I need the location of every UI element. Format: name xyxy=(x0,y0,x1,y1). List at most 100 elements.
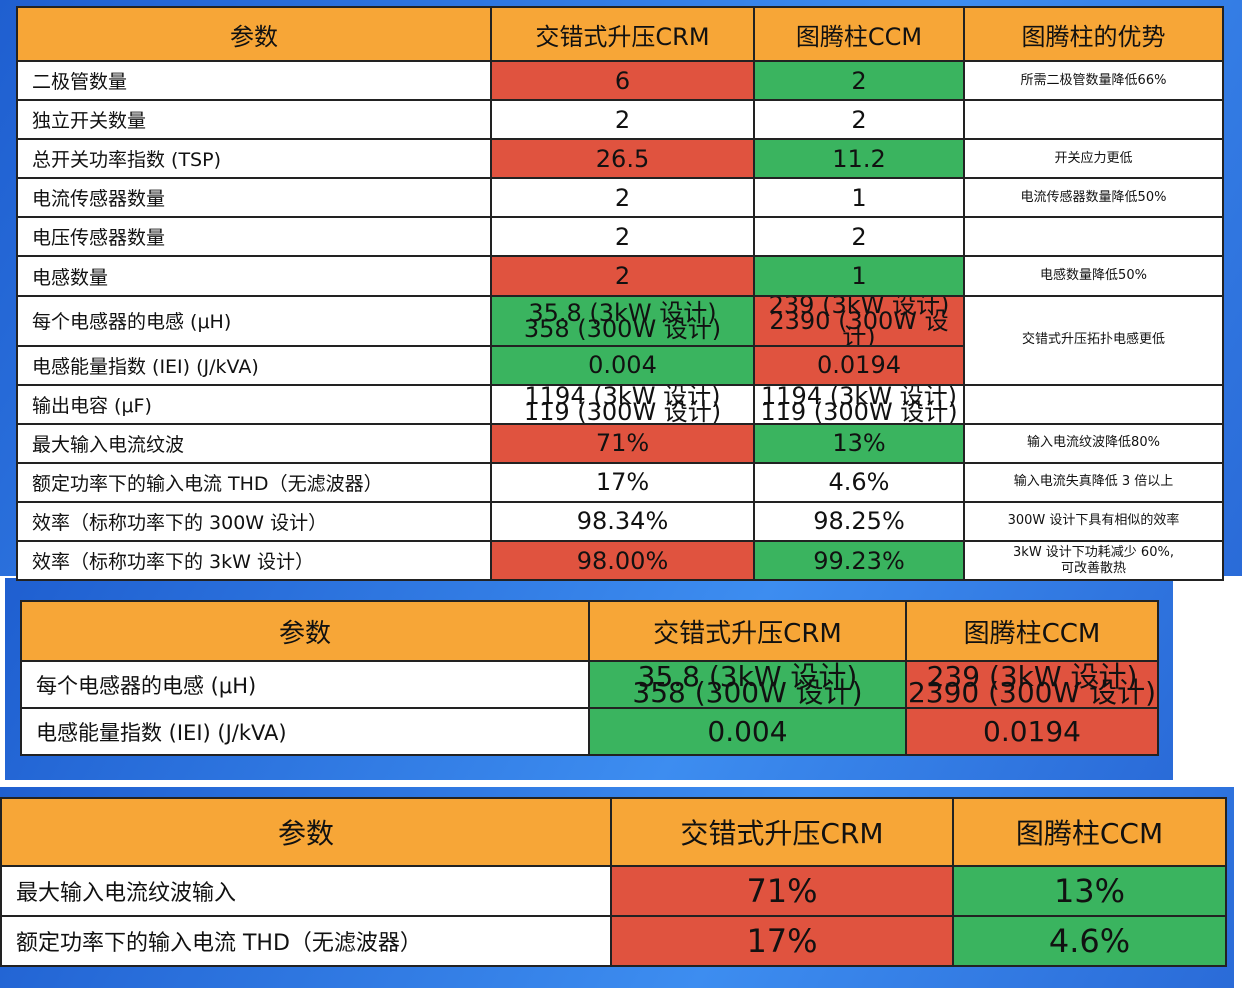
value-cell: 4.6% xyxy=(952,915,1227,967)
header-row: 参数 交错式升压CRM 图腾柱CCM xyxy=(0,797,1227,867)
text-line: 2390 (300W 设计) xyxy=(769,306,949,346)
header-row: 参数 交错式升压CRM 图腾柱CCM 图腾柱的优势 xyxy=(16,6,1224,62)
row: 电感数量 2 1 电感数量降低50% xyxy=(16,255,1224,297)
param-cell: 最大输入电流纹波输入 xyxy=(0,865,612,917)
value-cell: 2 xyxy=(753,216,965,258)
row: 电感能量指数 (IEI) (J/kVA) 0.004 0.0194 xyxy=(20,707,1159,756)
value-cell: 26.5 xyxy=(490,138,755,180)
value-cell: 6 xyxy=(490,59,755,102)
value-cell: 71% xyxy=(490,422,755,464)
text-line: 1194 (3kW 设计) xyxy=(761,384,957,411)
text-line: 2390 (300W 设计) xyxy=(907,675,1157,708)
header-cell: 图腾柱CCM xyxy=(905,600,1159,662)
value-cell: 13% xyxy=(753,422,965,464)
param-cell: 每个电感器的电感 (μH) xyxy=(20,660,590,709)
row: 总开关功率指数 (TSP) 26.5 11.2 开关应力更低 xyxy=(16,138,1224,180)
value-cell: 71% xyxy=(610,865,954,917)
text-line: 358 (300W 设计) xyxy=(523,314,722,343)
value-cell: 98.25% xyxy=(753,500,965,543)
text-line: 可改善散热 xyxy=(1060,560,1126,576)
advantage-cell: 电感数量降低50% xyxy=(963,255,1224,297)
advantage-cell: 输入电流失真降低 3 倍以上 xyxy=(963,461,1224,503)
table: 参数 交错式升压CRM 图腾柱CCM 最大输入电流纹波输入 71% 13% 额定功率下的输入… xyxy=(0,797,1227,967)
value-cell: 99.23% xyxy=(753,540,965,582)
header-cell: 交错式升压CRM xyxy=(490,6,755,62)
row: 额定功率下的输入电流 THD（无滤波器） 17% 4.6% 输入电流失真降低 3 倍以… xyxy=(16,461,1224,503)
row: 效率（标称功率下的 3kW 设计） 98.00% 99.23% 3kW 设计下功耗减少… xyxy=(16,540,1224,582)
value-cell: 17% xyxy=(610,915,954,967)
advantage-cell: 交错式升压拓扑电感更低 xyxy=(963,294,1224,386)
header-cell: 参数 xyxy=(20,600,590,662)
value-cell: 0.004 xyxy=(490,344,755,386)
row: 最大输入电流纹波 71% 13% 输入电流纹波降低80% xyxy=(16,422,1224,464)
advantage-cell: 3kW 设计下功耗减少 60%, 可改善散热 xyxy=(963,540,1224,582)
param-cell: 电感能量指数 (IEI) (J/kVA) xyxy=(16,344,492,386)
value-cell: 11.2 xyxy=(753,138,965,180)
value-cell: 0.0194 xyxy=(753,344,965,386)
param-cell: 电感能量指数 (IEI) (J/kVA) xyxy=(20,707,590,756)
row: 每个电感器的电感 (μH) 35.8 (3kW 设计) 358 (300W 设计) 2… xyxy=(20,660,1159,709)
text-line: 358 (300W 设计) xyxy=(632,675,863,708)
row: 效率（标称功率下的 300W 设计） 98.34% 98.25% 300W 设计下具有… xyxy=(16,500,1224,543)
row: 独立开关数量 2 2 xyxy=(16,99,1224,141)
advantage-cell: 电流传感器数量降低50% xyxy=(963,177,1224,219)
param-cell: 独立开关数量 xyxy=(16,99,492,141)
value-cell: 13% xyxy=(952,865,1227,917)
row: 每个电感器的电感 (μH) 35.8 (3kW 设计) 358 (300W 设计) 2… xyxy=(16,294,1224,386)
param-cell: 最大输入电流纹波 xyxy=(16,422,492,464)
value-cell: 17% xyxy=(490,461,755,503)
text-line: 119 (300W 设计) xyxy=(523,398,722,424)
value-cell: 0.0194 xyxy=(905,707,1159,756)
value-cell: 0.004 xyxy=(588,707,907,756)
header-cell: 参数 xyxy=(16,6,492,62)
row: 最大输入电流纹波输入 71% 13% xyxy=(0,865,1227,917)
param-cell: 额定功率下的输入电流 THD（无滤波器） xyxy=(16,461,492,503)
advantage-cell: 开关应力更低 xyxy=(963,138,1224,180)
text-line: 239 (3kW 设计) xyxy=(768,295,950,319)
param-cell: 输出电容 (μF) xyxy=(16,383,492,425)
table: 参数 交错式升压CRM 图腾柱CCM 图腾柱的优势 二极管数量 6 2 所需二极管数量降低66… xyxy=(16,6,1224,582)
advantage-cell: 输入电流纹波降低80% xyxy=(963,422,1224,464)
text-line: 119 (300W 设计) xyxy=(760,398,958,424)
param-cell: 电感数量 xyxy=(16,255,492,297)
value-cell: 239 (3kW 设计) 2390 (300W 设计) xyxy=(753,294,965,347)
param-cell: 额定功率下的输入电流 THD（无滤波器） xyxy=(0,915,612,967)
advantage-cell: 300W 设计下具有相似的效率 xyxy=(963,500,1224,543)
param-cell: 电压传感器数量 xyxy=(16,216,492,258)
header-cell: 交错式升压CRM xyxy=(588,600,907,662)
row: 输出电容 (μF) 1194 (3kW 设计) 119 (300W 设计) 1194 … xyxy=(16,383,1224,425)
value-cell: 239 (3kW 设计) 2390 (300W 设计) xyxy=(905,660,1159,709)
value-cell: 2 xyxy=(753,59,965,102)
param-cell: 二极管数量 xyxy=(16,59,492,102)
value-cell: 1 xyxy=(753,255,965,297)
advantage-cell xyxy=(963,216,1224,258)
value-cell: 2 xyxy=(490,177,755,219)
value-cell: 1 xyxy=(753,177,965,219)
advantage-cell: 所需二极管数量降低66% xyxy=(963,59,1224,102)
header-cell: 参数 xyxy=(0,797,612,867)
param-cell: 总开关功率指数 (TSP) xyxy=(16,138,492,180)
value-cell: 2 xyxy=(753,99,965,141)
row: 电感能量指数 (IEI) (J/kVA) 0.004 0.0194 xyxy=(16,344,1223,386)
advantage-cell xyxy=(963,383,1224,425)
param-cell: 效率（标称功率下的 3kW 设计） xyxy=(16,540,492,582)
value-cell: 2 xyxy=(490,216,755,258)
header-cell: 交错式升压CRM xyxy=(610,797,954,867)
value-cell: 2 xyxy=(490,99,755,141)
param-cell: 电流传感器数量 xyxy=(16,177,492,219)
value-cell: 1194 (3kW 设计) 119 (300W 设计) xyxy=(753,383,965,425)
value-cell: 98.00% xyxy=(490,540,755,582)
header-cell: 图腾柱CCM xyxy=(952,797,1227,867)
value-cell: 2 xyxy=(490,255,755,297)
advantage-cell xyxy=(963,99,1224,141)
header-cell: 图腾柱CCM xyxy=(753,6,965,62)
row: 额定功率下的输入电流 THD（无滤波器） 17% 4.6% xyxy=(0,915,1227,967)
value-cell: 35.8 (3kW 设计) 358 (300W 设计) xyxy=(490,294,755,347)
table: 参数 交错式升压CRM 图腾柱CCM 每个电感器的电感 (μH) 35.8 (3kW 设… xyxy=(20,600,1159,756)
header-cell: 图腾柱的优势 xyxy=(963,6,1224,62)
row: 二极管数量 6 2 所需二极管数量降低66% xyxy=(16,59,1224,102)
value-cell: 35.8 (3kW 设计) 358 (300W 设计) xyxy=(588,660,907,709)
value-cell: 98.34% xyxy=(490,500,755,543)
value-cell: 4.6% xyxy=(753,461,965,503)
